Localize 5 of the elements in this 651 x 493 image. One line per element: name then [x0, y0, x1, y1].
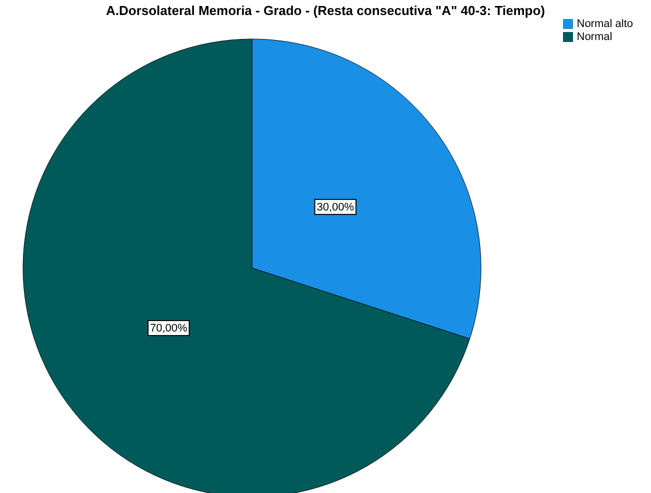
legend-label: Normal alto: [576, 18, 633, 30]
data-label: 70,00%: [150, 322, 188, 335]
data-label: 30,00%: [316, 201, 354, 214]
chart-title: A.Dorsolateral Memoria - Grado - (Resta consecutiva "A" 40-3: Tiempo): [104, 3, 546, 18]
legend-label: Normal: [576, 31, 612, 43]
